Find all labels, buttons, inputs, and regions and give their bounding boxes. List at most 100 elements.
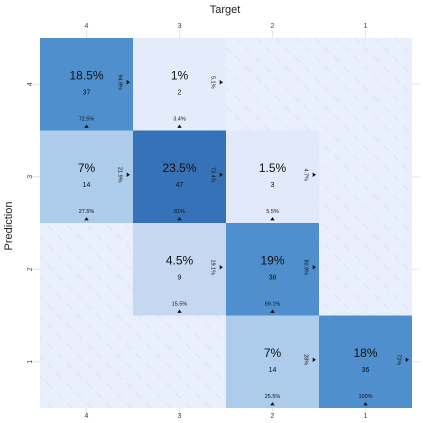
column-percentage-marker: [177, 124, 182, 128]
cell-percentage: 7%: [264, 346, 282, 360]
row-percentage-marker: [126, 172, 130, 177]
cell-row-percentage: 19.1%: [210, 259, 216, 275]
y-tick-label: 3: [27, 175, 34, 179]
x-tick-label-top: 2: [271, 23, 275, 30]
matrix-cell: 1.5% 3 5.5% 4.7%: [226, 130, 319, 223]
cell-row-percentage: 94.9%: [117, 74, 123, 90]
cell-percentage: 1%: [171, 68, 189, 82]
matrix-cell: [319, 223, 412, 316]
cell-row-percentage: 80.9%: [303, 259, 309, 275]
cell-background: [319, 315, 412, 408]
matrix-cell: 19% 38 69.1% 80.9%: [226, 223, 319, 316]
cell-row-percentage: 72%: [396, 354, 402, 365]
row-percentage-marker: [312, 357, 316, 362]
y-axis-label: Prediction: [3, 202, 15, 251]
cell-row-percentage: 21.9%: [117, 167, 123, 183]
x-tick-label-bottom: 2: [271, 413, 275, 420]
cell-hatching: [319, 38, 412, 131]
cell-row-percentage: 28%: [303, 354, 309, 365]
matrix-cells: 18.5% 37 72.5% 94.9% 1% 2 3.4% 5.1% 7% 14 27.5% 21.…: [40, 38, 412, 408]
cell-percentage: 19%: [260, 253, 284, 267]
cell-column-percentage: 15.5%: [172, 302, 188, 308]
cell-count: 14: [83, 182, 91, 189]
column-percentage-marker: [177, 217, 182, 221]
cell-percentage: 1.5%: [259, 161, 287, 175]
matrix-cell: 1% 2 3.4% 5.1%: [133, 38, 226, 131]
column-percentage-marker: [363, 402, 368, 406]
matrix-cell: [40, 223, 133, 316]
row-percentage-marker: [219, 80, 223, 85]
matrix-cell: 18.5% 37 72.5% 94.9%: [40, 38, 133, 131]
cell-background: [133, 38, 226, 131]
cell-percentage: 18.5%: [69, 68, 103, 82]
cell-background: [226, 315, 319, 408]
cell-column-percentage: 25.5%: [265, 394, 281, 400]
column-percentage-marker: [270, 217, 275, 221]
matrix-cell: 4.5% 9 15.5% 19.1%: [133, 223, 226, 316]
cell-column-percentage: 3.4%: [173, 117, 186, 123]
cell-count: 37: [83, 89, 91, 96]
matrix-cell: [40, 315, 133, 408]
cell-background: [226, 130, 319, 223]
column-percentage-marker: [177, 309, 182, 313]
matrix-cell: 7% 14 25.5% 28%: [226, 315, 319, 408]
row-percentage-marker: [312, 265, 316, 270]
cell-percentage: 4.5%: [166, 253, 194, 267]
cell-count: 9: [178, 274, 182, 281]
cell-hatching: [40, 315, 133, 408]
cell-background: [133, 223, 226, 316]
cell-column-percentage: 81%: [174, 209, 185, 215]
matrix-cell: [319, 130, 412, 223]
cell-row-percentage: 5.1%: [210, 76, 216, 89]
y-tick-label: 2: [27, 267, 34, 271]
cell-hatching: [226, 38, 319, 131]
cell-count: 47: [176, 182, 184, 189]
matrix-cell: [226, 38, 319, 131]
matrix-cell: [133, 315, 226, 408]
cell-row-percentage: 4.7%: [303, 168, 309, 181]
cell-background: [133, 130, 226, 223]
cell-row-percentage: 73.4%: [210, 167, 216, 183]
x-tick-label-bottom: 4: [85, 413, 89, 420]
cell-column-percentage: 72.5%: [79, 117, 95, 123]
matrix-cell: 23.5% 47 81% 73.4%: [133, 130, 226, 223]
cell-percentage: 18%: [353, 346, 377, 360]
cell-background: [226, 223, 319, 316]
cell-background: [40, 38, 133, 131]
x-tick-label-top: 1: [364, 23, 368, 30]
x-tick-label-bottom: 1: [364, 413, 368, 420]
column-percentage-marker: [84, 217, 89, 221]
row-percentage-marker: [219, 265, 223, 270]
cell-hatching: [319, 223, 412, 316]
row-percentage-marker: [219, 172, 223, 177]
cell-percentage: 7%: [78, 161, 96, 175]
cell-count: 3: [271, 182, 275, 189]
cell-column-percentage: 100%: [358, 394, 372, 400]
cell-column-percentage: 69.1%: [265, 302, 281, 308]
x-axis-label: Target: [210, 4, 241, 16]
cell-count: 2: [178, 89, 182, 96]
column-percentage-marker: [270, 309, 275, 313]
cell-column-percentage: 5.5%: [266, 209, 279, 215]
matrix-cell: 7% 14 27.5% 21.9%: [40, 130, 133, 223]
column-percentage-marker: [270, 402, 275, 406]
x-tick-label-top: 4: [85, 23, 89, 30]
y-tick-label: 4: [27, 82, 34, 86]
matrix-cell: 18% 36 100% 72%: [319, 315, 412, 408]
cell-hatching: [40, 223, 133, 316]
y-tick-label: 1: [27, 360, 34, 364]
cell-count: 36: [362, 367, 370, 374]
cell-count: 14: [269, 367, 277, 374]
row-percentage-marker: [405, 357, 409, 362]
row-percentage-marker: [126, 80, 130, 85]
cell-hatching: [133, 315, 226, 408]
cell-background: [40, 130, 133, 223]
cell-hatching: [319, 130, 412, 223]
row-percentage-marker: [312, 172, 316, 177]
x-tick-label-top: 3: [178, 23, 182, 30]
column-percentage-marker: [84, 124, 89, 128]
matrix-cell: [319, 38, 412, 131]
x-tick-label-bottom: 3: [178, 413, 182, 420]
